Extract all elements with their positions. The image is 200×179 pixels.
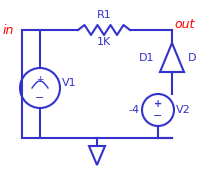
Text: V1: V1 (62, 78, 77, 88)
Text: V2: V2 (176, 105, 191, 115)
Text: D1: D1 (138, 52, 154, 62)
Text: +: + (154, 99, 162, 109)
Text: in: in (3, 23, 14, 37)
Text: +: + (36, 74, 44, 83)
Text: −: − (153, 111, 163, 121)
Text: −: − (35, 93, 45, 103)
Text: 1K: 1K (97, 37, 111, 47)
Polygon shape (160, 43, 184, 72)
Text: out: out (174, 18, 194, 30)
Text: R1: R1 (97, 10, 111, 20)
Text: -4: -4 (129, 105, 140, 115)
Text: D: D (188, 52, 196, 62)
